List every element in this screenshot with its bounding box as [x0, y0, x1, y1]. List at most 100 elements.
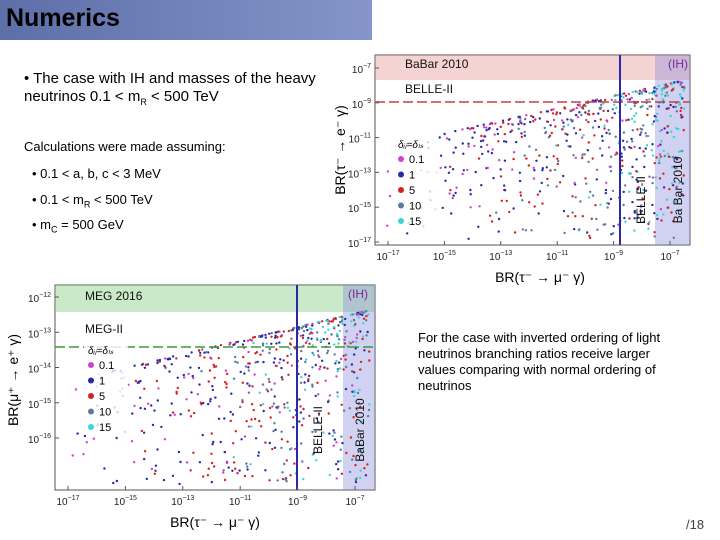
scatter-dot [662, 172, 665, 175]
scatter-dot [247, 425, 251, 428]
scatter-dot [328, 432, 331, 435]
scatter-dot [278, 330, 281, 333]
scatter-dot [603, 124, 606, 127]
scatter-dot [351, 340, 355, 344]
scatter-dot [490, 151, 494, 155]
scatter-dot [682, 85, 686, 89]
scatter-dot [341, 318, 344, 321]
scatter-dot [345, 365, 348, 369]
scatter-dot [304, 341, 308, 344]
scatter-dot [344, 317, 347, 321]
scatter-dot [355, 333, 359, 336]
tick-base: 10 [28, 435, 40, 446]
scatter-dot [233, 343, 236, 346]
scatter-dot [485, 129, 488, 132]
scatter-dot [439, 154, 443, 157]
scatter-dot [482, 126, 486, 129]
scatter-dot [358, 449, 361, 452]
tick-exp: −7 [357, 495, 365, 502]
scatter-dot [253, 417, 257, 421]
scatter-dot [151, 423, 155, 427]
scatter-dot [633, 104, 636, 108]
scatter-dot [487, 128, 490, 131]
scatter-dot [678, 93, 682, 96]
scatter-dot [499, 175, 503, 178]
tick-label: 10−9 [352, 98, 371, 111]
scatter-dot [524, 229, 528, 232]
tick-exp: −7 [672, 250, 680, 257]
tag: (IH) [348, 287, 368, 301]
scatter-dot [209, 400, 212, 403]
scatter-dot [651, 97, 654, 101]
scatter-dot [469, 188, 472, 192]
scatter-dot [623, 216, 626, 220]
scatter-dot [611, 189, 615, 193]
scatter-dot [359, 360, 363, 364]
scatter-dot [301, 460, 304, 463]
scatter-dot [300, 424, 304, 427]
scatter-dot [190, 351, 193, 354]
scatter-dot [133, 404, 136, 408]
scatter-dot [498, 158, 501, 162]
scatter-dot [287, 373, 290, 376]
scatter-dot [236, 340, 240, 343]
scatter-dot [280, 366, 283, 370]
scatter-dot [655, 87, 658, 91]
scatter-dot [602, 102, 605, 105]
scatter-dot [572, 154, 575, 157]
scatter-dot [264, 373, 268, 376]
scatter-dot [587, 141, 590, 144]
scatter-dot [275, 364, 279, 368]
scatter-dot [301, 325, 305, 328]
scatter-dot [645, 98, 648, 102]
scatter-dot [273, 382, 276, 385]
scatter-dot [655, 156, 658, 159]
scatter-dot [540, 181, 543, 185]
scatter-dot [636, 180, 639, 184]
scatter-dot [599, 106, 603, 109]
scatter-dot [515, 140, 518, 144]
scatter-dot [653, 161, 656, 165]
scatter-dot [189, 366, 192, 369]
scatter-dot [556, 144, 560, 147]
scatter-dot [359, 368, 362, 371]
scatter-dot [523, 154, 526, 157]
scatter-dot [299, 405, 302, 408]
scatter-dot [217, 417, 221, 420]
scatter-dot [682, 128, 685, 132]
scatter-dot [519, 119, 522, 122]
scatter-dot [350, 363, 354, 366]
scatter-dot [253, 373, 256, 376]
scatter-dot [326, 349, 330, 352]
scatter-dot [355, 413, 358, 416]
legend-label: 10 [99, 407, 111, 419]
scatter-dot [626, 98, 629, 101]
scatter-dot [467, 145, 470, 148]
scatter-dot [525, 157, 528, 160]
scatter-dot [361, 313, 364, 317]
scatter-dot [282, 359, 285, 362]
scatter-dot [648, 175, 651, 178]
scatter-dot [211, 385, 214, 388]
scatter-dot [301, 334, 305, 337]
scatter-dot [156, 448, 159, 451]
scatter-dot [230, 392, 233, 395]
tick-base: 10 [28, 294, 40, 305]
scatter-dot [328, 320, 331, 323]
scatter-dot [336, 391, 339, 394]
scatter-dot [354, 323, 357, 326]
scatter-dot [680, 106, 683, 110]
bullet: • 0.1 < a, b, c < 3 MeV [32, 166, 161, 182]
tick-base: 10 [352, 100, 364, 111]
scatter-dot [339, 459, 342, 463]
scatter-dot [361, 337, 364, 341]
scatter-dot [651, 181, 654, 185]
scatter-dot [512, 157, 515, 161]
legend-dot [88, 362, 94, 368]
scatter-dot [628, 217, 631, 220]
scatter-dot [200, 403, 203, 406]
y-axis-label: BR(τ⁻ → e⁻ γ) [332, 105, 348, 195]
scatter-dot [254, 361, 257, 364]
scatter-dot [179, 460, 182, 464]
bullet: • 0.1 < mR < 500 TeV [32, 192, 153, 213]
